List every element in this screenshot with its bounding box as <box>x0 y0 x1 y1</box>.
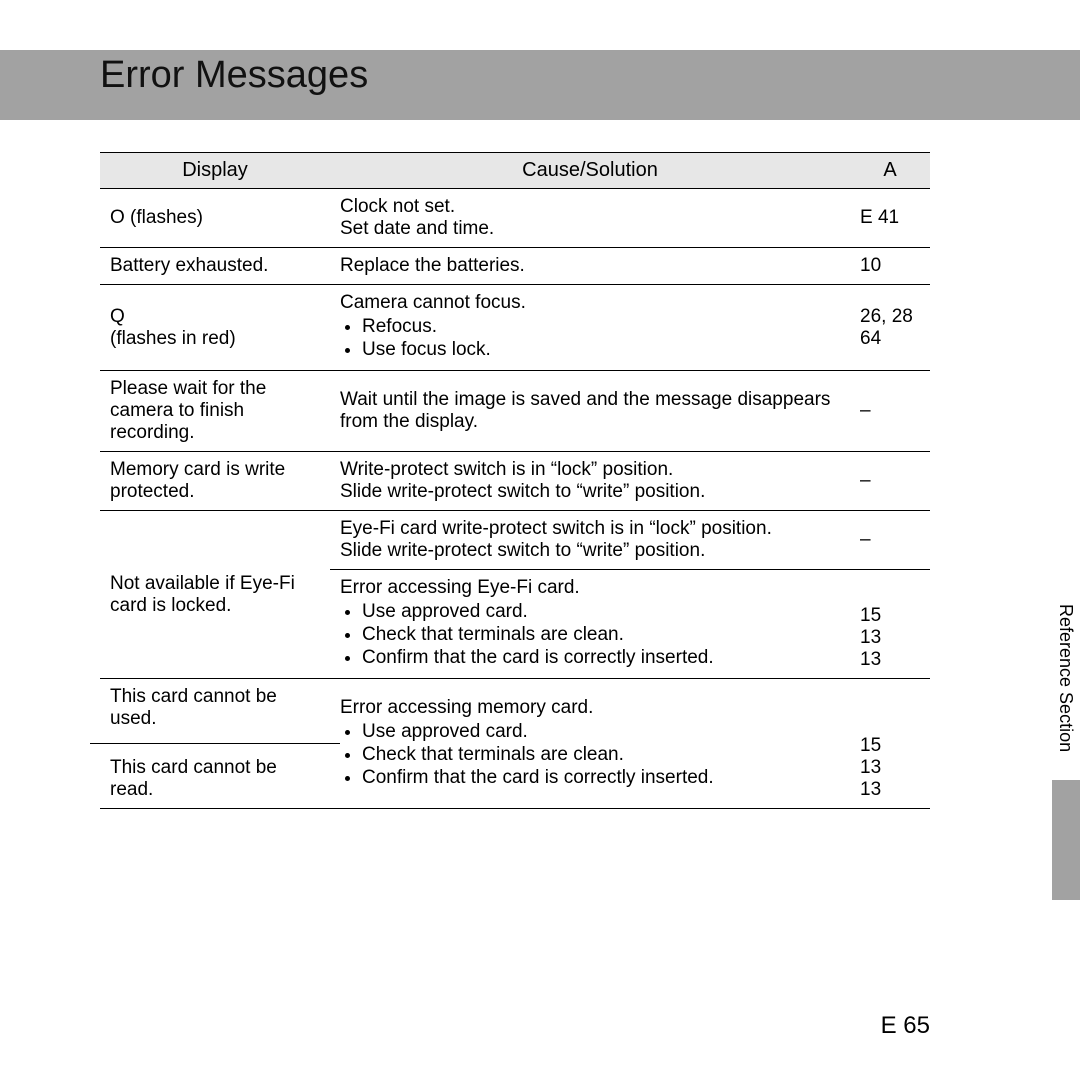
cause-bullet: Confirm that the card is correctly inser… <box>362 647 840 669</box>
cell-cause: Replace the batteries. <box>330 248 850 285</box>
cause-bullet: Refocus. <box>362 316 840 338</box>
page-title: Error Messages <box>100 54 368 97</box>
cell-cause: Clock not set. Set date and time. <box>330 189 850 248</box>
cell-cause: Error accessing Eye-Fi card. Use approve… <box>330 570 850 679</box>
cell-display: Memory card is write protected. <box>100 452 330 511</box>
header-ref: A <box>850 153 930 189</box>
cell-ref: 10 <box>850 248 930 285</box>
cause-line: Replace the batteries. <box>340 255 840 277</box>
page-number: E 65 <box>881 1012 930 1040</box>
table-header-row: Display Cause/Solution A <box>100 153 930 189</box>
cell-ref: 26, 28 64 <box>850 285 930 371</box>
error-messages-table: Display Cause/Solution A O (flashes) Clo… <box>100 152 930 809</box>
cell-display: Not available if Eye-Fi card is locked. <box>100 511 330 679</box>
cause-intro: Camera cannot focus. <box>340 292 840 314</box>
side-section-label: Reference Section <box>1055 604 1076 752</box>
cause-bullet: Use approved card. <box>362 721 840 743</box>
cell-cause: Eye-Fi card write-protect switch is in “… <box>330 511 850 570</box>
cause-bullet: Check that terminals are clean. <box>362 624 840 646</box>
header-cause: Cause/Solution <box>330 153 850 189</box>
cause-line: Slide write-protect switch to “write” po… <box>340 481 840 503</box>
cell-cause: Write-protect switch is in “lock” positi… <box>330 452 850 511</box>
error-table-container: Display Cause/Solution A O (flashes) Clo… <box>100 152 930 809</box>
cause-line: Set date and time. <box>340 218 840 240</box>
cell-cause: Camera cannot focus. Refocus. Use focus … <box>330 285 850 371</box>
cell-display: Q (flashes in red) <box>100 285 330 371</box>
side-tab <box>1052 780 1080 900</box>
cell-display: This card cannot be used. This card cann… <box>100 679 330 809</box>
cause-bullet: Use approved card. <box>362 601 840 623</box>
cause-bullet: Check that terminals are clean. <box>362 744 840 766</box>
cause-intro: Error accessing Eye-Fi card. <box>340 577 840 599</box>
inner-row-divider <box>90 743 340 744</box>
cell-display: Battery exhausted. <box>100 248 330 285</box>
table-row: This card cannot be used. This card cann… <box>100 679 930 809</box>
cell-ref: E 41 <box>850 189 930 248</box>
cause-line: Eye-Fi card write-protect switch is in “… <box>340 518 840 540</box>
page-root: Error Messages Display Cause/Solution A … <box>0 0 1080 1080</box>
cell-cause: Error accessing memory card. Use approve… <box>330 679 850 809</box>
cell-ref: 15 13 13 <box>850 570 930 679</box>
table-row: O (flashes) Clock not set. Set date and … <box>100 189 930 248</box>
cause-bullet: Confirm that the card is correctly inser… <box>362 767 840 789</box>
cell-cause: Wait until the image is saved and the me… <box>330 371 850 452</box>
table-row: Battery exhausted. Replace the batteries… <box>100 248 930 285</box>
cause-line: Wait until the image is saved and the me… <box>340 389 840 433</box>
cause-intro: Error accessing memory card. <box>340 697 840 719</box>
cause-line: Slide write-protect switch to “write” po… <box>340 540 840 562</box>
cell-display: O (flashes) <box>100 189 330 248</box>
cell-ref: – <box>850 511 930 570</box>
cause-line: Clock not set. <box>340 196 840 218</box>
cell-display-bottom: This card cannot be read. <box>100 750 330 808</box>
cause-bullet-list: Use approved card. Check that terminals … <box>340 601 840 669</box>
table-row: Please wait for the camera to finish rec… <box>100 371 930 452</box>
cell-ref: 15 13 13 <box>850 679 930 809</box>
table-row: Memory card is write protected. Write-pr… <box>100 452 930 511</box>
cause-bullet-list: Use approved card. Check that terminals … <box>340 721 840 789</box>
cause-bullet-list: Refocus. Use focus lock. <box>340 316 840 361</box>
cause-line: Write-protect switch is in “lock” positi… <box>340 459 840 481</box>
cell-display: Please wait for the camera to finish rec… <box>100 371 330 452</box>
table-row: Q (flashes in red) Camera cannot focus. … <box>100 285 930 371</box>
cell-ref: – <box>850 371 930 452</box>
cause-bullet: Use focus lock. <box>362 339 840 361</box>
cell-display-top: This card cannot be used. <box>100 679 330 737</box>
cell-ref: – <box>850 452 930 511</box>
table-row: Not available if Eye-Fi card is locked. … <box>100 511 930 570</box>
header-display: Display <box>100 153 330 189</box>
